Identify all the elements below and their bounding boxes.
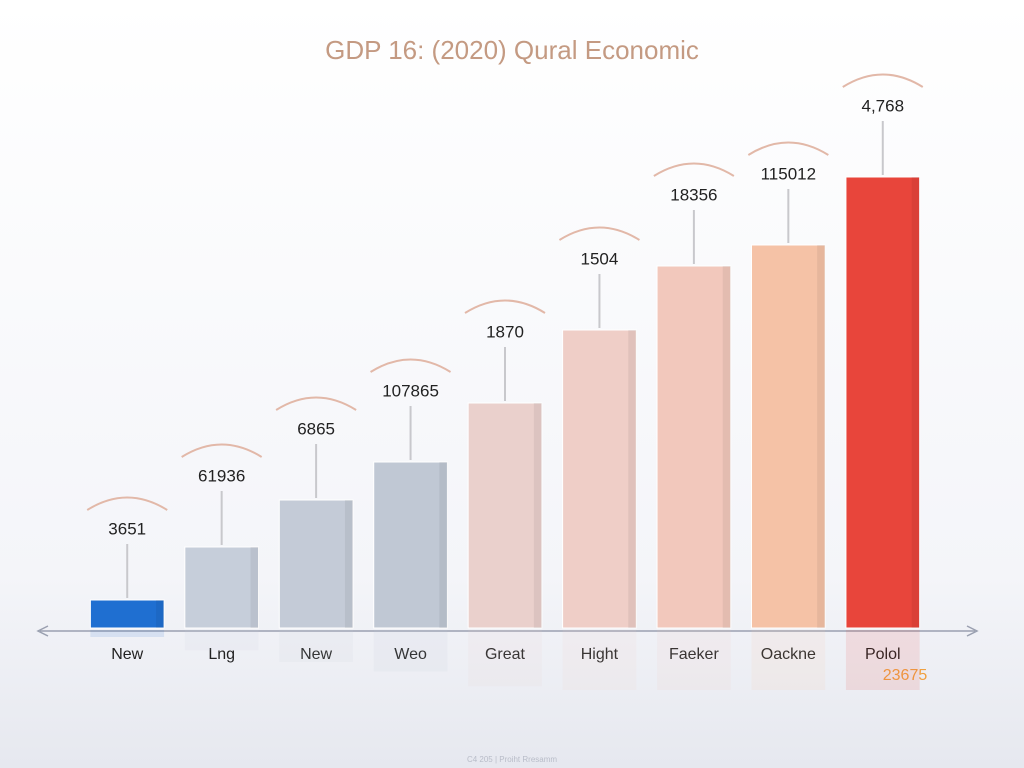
- note: 23675: [883, 667, 928, 684]
- bar-side: [533, 403, 542, 628]
- bar-reflection: [562, 630, 637, 690]
- bar-reflection: [845, 630, 920, 690]
- bar-side: [344, 500, 353, 628]
- bar-reflection: [373, 630, 448, 672]
- axis-arrows: [36, 625, 979, 637]
- bar-side: [250, 547, 259, 628]
- x-tick-label: Polol: [865, 646, 901, 663]
- x-tick-label: New: [111, 646, 143, 663]
- bar-reflection: [468, 630, 542, 687]
- annotation-ornament: [370, 358, 452, 373]
- footer: C4 205 | Proiht Rresamm: [467, 755, 557, 764]
- annotation-ornament: [842, 73, 924, 88]
- bar-side: [156, 600, 165, 628]
- bar: [373, 461, 448, 629]
- bar: [562, 329, 637, 629]
- bar-side: [439, 462, 448, 628]
- bar-side: [628, 330, 637, 628]
- x-tick-label: Great: [485, 646, 526, 663]
- bar: [278, 499, 354, 629]
- bar: [184, 546, 259, 629]
- chart-title: GDP 16: (2020) Qural Economic: [325, 35, 699, 65]
- annotation-ornament: [558, 226, 640, 241]
- bar-reflection: [90, 630, 165, 637]
- bar-side: [911, 177, 920, 628]
- bar-side: [722, 266, 731, 628]
- annotation-ornament: [747, 141, 829, 156]
- bar-reflection: [279, 630, 353, 662]
- annotation-ornament: [86, 496, 168, 511]
- bar: [89, 599, 165, 629]
- annotation: 61936: [198, 466, 245, 485]
- bar: [751, 244, 826, 629]
- x-tick-label: Oackne: [761, 646, 816, 663]
- annotation: 1504: [581, 249, 619, 268]
- x-tick-label: Lng: [208, 646, 235, 663]
- annotation-ornament: [181, 443, 263, 458]
- annotation-ornament: [275, 396, 357, 411]
- x-tick-label: Weo: [394, 646, 427, 663]
- bar: [656, 265, 732, 629]
- annotation: 1870: [486, 322, 524, 341]
- annotation-ornament: [653, 162, 735, 177]
- annotation: 107865: [382, 381, 439, 400]
- annotation: 3651: [108, 519, 146, 538]
- bar: [845, 176, 921, 629]
- annotation: 6865: [297, 419, 335, 438]
- annotation: 115012: [761, 164, 816, 183]
- x-tick-label: Hight: [581, 646, 619, 663]
- annotation: 4,768: [862, 96, 905, 115]
- bar-reflection: [184, 630, 259, 651]
- x-tick-label: Faeker: [669, 646, 719, 663]
- bar-reflection: [657, 630, 731, 690]
- bar-reflection: [751, 630, 826, 690]
- x-tick-label: New: [300, 646, 332, 663]
- bar: [467, 402, 543, 629]
- bar-side: [817, 245, 826, 628]
- annotation-ornament: [464, 299, 546, 314]
- annotation: 18356: [670, 185, 717, 204]
